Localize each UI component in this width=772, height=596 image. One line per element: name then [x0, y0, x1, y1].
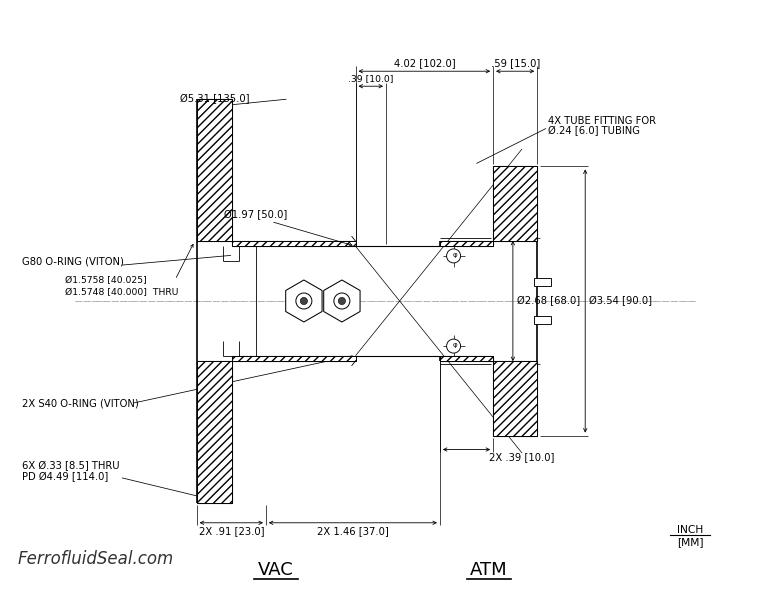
Polygon shape: [323, 280, 360, 322]
Text: FerrofluidSeal.com: FerrofluidSeal.com: [18, 550, 174, 568]
Text: 2X .39 [10.0]: 2X .39 [10.0]: [489, 452, 554, 462]
Circle shape: [300, 297, 307, 305]
Text: φ: φ: [452, 342, 457, 348]
Text: .59 [15.0]: .59 [15.0]: [490, 58, 540, 68]
Text: 2X 1.46 [37.0]: 2X 1.46 [37.0]: [317, 526, 389, 536]
Bar: [534, 316, 551, 324]
Polygon shape: [440, 166, 537, 246]
Text: .39 [10.0]: .39 [10.0]: [348, 74, 394, 83]
Text: G80 O-RING (VITON): G80 O-RING (VITON): [22, 256, 124, 266]
Polygon shape: [197, 99, 356, 246]
Text: 2X .91 [23.0]: 2X .91 [23.0]: [198, 526, 264, 536]
Circle shape: [334, 293, 350, 309]
Bar: [534, 278, 551, 286]
Text: VAC: VAC: [259, 561, 294, 579]
Text: Ø5.31 [135.0]: Ø5.31 [135.0]: [180, 94, 250, 104]
Circle shape: [446, 339, 461, 353]
Text: INCH: INCH: [677, 525, 703, 535]
Text: PD Ø4.49 [114.0]: PD Ø4.49 [114.0]: [22, 472, 108, 482]
Text: Ø3.54 [90.0]: Ø3.54 [90.0]: [589, 296, 652, 306]
Polygon shape: [286, 280, 322, 322]
Circle shape: [296, 293, 312, 309]
Text: Ø2.68 [68.0]: Ø2.68 [68.0]: [517, 296, 580, 306]
Text: 2X S40 O-RING (VITON): 2X S40 O-RING (VITON): [22, 399, 139, 409]
Text: 6X Ø.33 [8.5] THRU: 6X Ø.33 [8.5] THRU: [22, 461, 120, 471]
Text: 4X TUBE FITTING FOR: 4X TUBE FITTING FOR: [548, 116, 656, 126]
Circle shape: [338, 297, 346, 305]
Circle shape: [446, 249, 461, 263]
Text: Ø1.97 [50.0]: Ø1.97 [50.0]: [225, 210, 288, 221]
Text: ATM: ATM: [469, 561, 507, 579]
Polygon shape: [440, 356, 537, 436]
Text: φ: φ: [452, 252, 457, 258]
Text: Ø1.5748 [40.000]  THRU: Ø1.5748 [40.000] THRU: [65, 288, 178, 297]
Text: [MM]: [MM]: [677, 537, 703, 547]
Text: Ø1.5758 [40.025]: Ø1.5758 [40.025]: [65, 276, 147, 285]
Polygon shape: [197, 356, 356, 503]
Text: 4.02 [102.0]: 4.02 [102.0]: [394, 58, 455, 68]
Text: Ø.24 [6.0] TUBING: Ø.24 [6.0] TUBING: [548, 126, 640, 136]
